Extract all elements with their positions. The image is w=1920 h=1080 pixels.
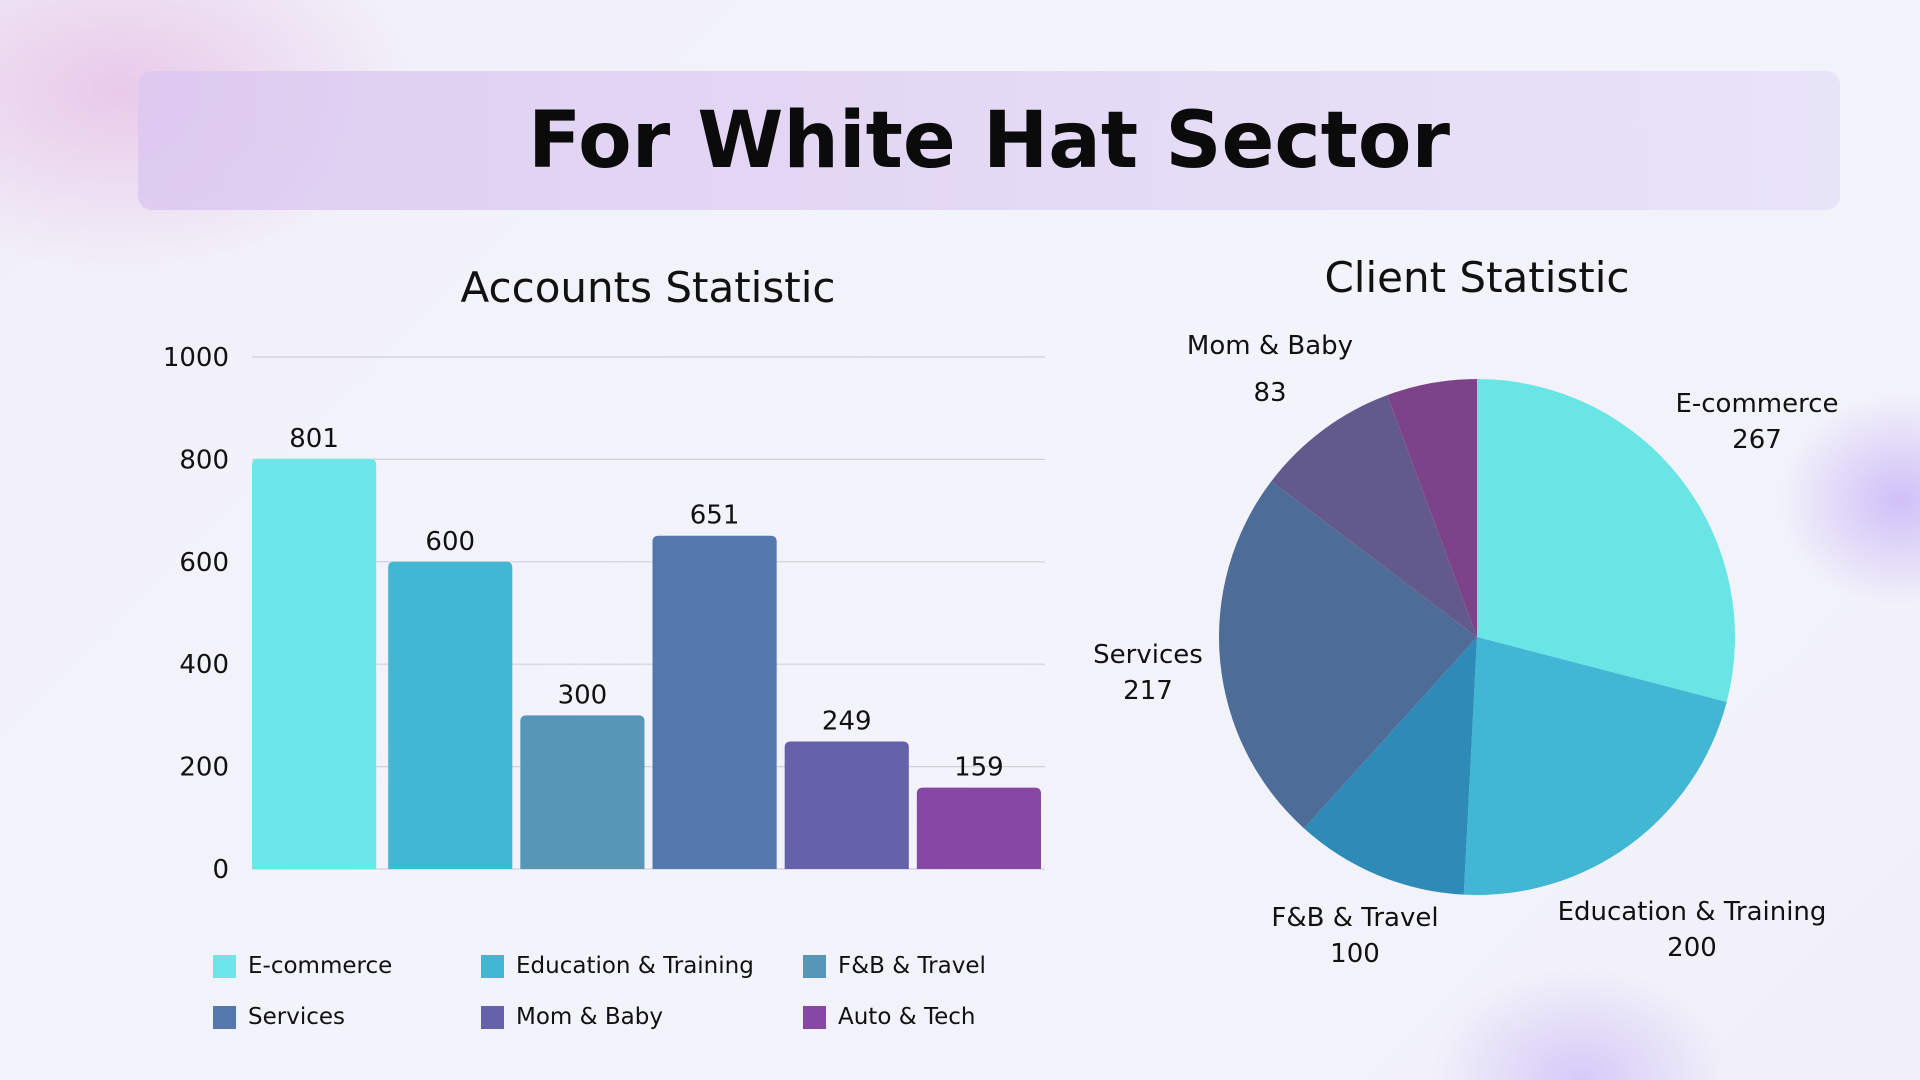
legend-swatch — [803, 1005, 826, 1029]
pie-label-value: 100 — [1330, 939, 1380, 969]
pie-label-value: 200 — [1667, 933, 1717, 963]
legend-item: F&B & Travel — [803, 953, 986, 979]
bar-data-label: 159 — [954, 753, 1004, 783]
bar-mom-baby — [784, 741, 909, 869]
pie-label-name: F&B & Travel — [1271, 903, 1438, 933]
pie-slice-mom-baby — [1271, 395, 1477, 637]
legend-label: Services — [248, 1004, 345, 1030]
bar-education-training — [388, 561, 513, 869]
pie-label-name: Services — [1093, 640, 1203, 670]
legend-label: E-commerce — [248, 953, 393, 979]
legend-swatch — [213, 954, 236, 978]
pie-chart-title: Client Statistic — [1324, 253, 1629, 302]
legend-item: Mom & Baby — [481, 1004, 663, 1030]
y-tick-label: 200 — [179, 753, 229, 783]
bar-data-label: 249 — [822, 707, 872, 737]
pie-slice-education-training — [1463, 637, 1727, 896]
bar-data-label: 300 — [558, 680, 608, 710]
pie-label-value: 217 — [1123, 676, 1173, 706]
pie-slice-auto-tech — [1387, 379, 1477, 637]
pie-label-name: Education & Training — [1558, 897, 1827, 927]
bar-chart-title: Accounts Statistic — [461, 263, 836, 312]
y-tick-label: 0 — [212, 855, 229, 885]
legend-label: Education & Training — [516, 953, 754, 979]
legend-item: Services — [213, 1004, 345, 1030]
legend-label: F&B & Travel — [838, 953, 986, 979]
legend-label: Auto & Tech — [838, 1004, 976, 1030]
legend-swatch — [213, 1005, 236, 1029]
pie-label-name: E-commerce — [1675, 389, 1838, 419]
bar-data-label: 600 — [425, 527, 475, 557]
legend-item: E-commerce — [213, 953, 392, 979]
bar-data-label: 801 — [289, 424, 339, 454]
y-tick-label: 400 — [179, 650, 229, 680]
title-banner: For White Hat Sector — [138, 71, 1840, 210]
legend-swatch — [481, 954, 504, 978]
pie-label-value: 267 — [1732, 425, 1782, 455]
bar-data-label: 651 — [690, 501, 740, 531]
y-tick-label: 800 — [179, 445, 229, 475]
y-tick-label: 1000 — [163, 343, 229, 373]
bar-services — [652, 535, 777, 869]
legend-swatch — [803, 954, 826, 978]
legend-label: Mom & Baby — [516, 1004, 663, 1030]
page-title: For White Hat Sector — [528, 95, 1450, 186]
pie-label-name: Mom & Baby — [1187, 331, 1353, 361]
bar-e-commerce — [252, 458, 377, 869]
legend-swatch — [481, 1005, 504, 1029]
bar-auto-tech — [916, 787, 1041, 869]
y-tick-label: 600 — [179, 548, 229, 578]
legend-item: Auto & Tech — [803, 1004, 975, 1030]
pie-label-value: 83 — [1253, 378, 1286, 408]
bar-f-b-travel — [520, 715, 645, 869]
pie-slice-services — [1218, 481, 1477, 829]
pie-slice-e-commerce — [1477, 379, 1735, 702]
pie-slice-f-b-travel — [1303, 637, 1477, 895]
legend-item: Education & Training — [481, 953, 754, 979]
